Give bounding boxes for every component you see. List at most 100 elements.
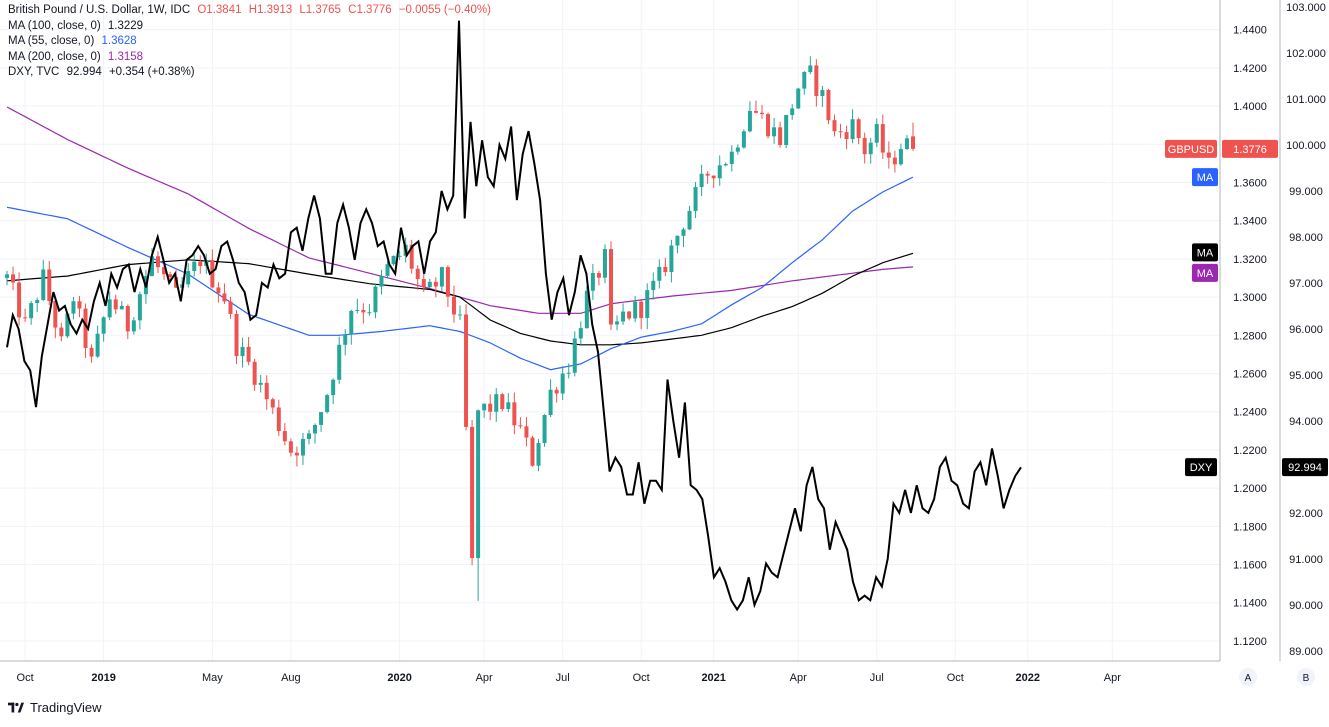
candle-body (741, 131, 746, 148)
candle-body (59, 327, 64, 337)
left-tick-label: 1.4000 (1233, 101, 1267, 113)
candle-body (464, 314, 469, 427)
ma55-badge-bg[interactable] (1192, 168, 1218, 187)
candle-body (349, 310, 354, 335)
ma100-badge-bg[interactable] (1192, 243, 1218, 262)
legend-high: H1.3913 (248, 4, 293, 16)
ma100-badge-text: MA (1197, 247, 1214, 259)
candle-body (560, 373, 565, 394)
candle-body (186, 270, 191, 285)
scale-a-button[interactable] (1239, 668, 1257, 686)
candle-body (645, 290, 650, 318)
left-tick-label: 1.4400 (1233, 25, 1267, 37)
candle-body (35, 299, 40, 304)
candle-body (482, 403, 487, 411)
candle-body (107, 299, 112, 318)
time-tick-label: 2021 (701, 672, 725, 684)
left-tick-label: 1.3200 (1233, 254, 1267, 266)
legend-ma55[interactable]: MA (55, close, 0) 1.3628 (8, 34, 495, 50)
candle-body (313, 424, 318, 434)
candle-body (210, 260, 215, 288)
candle-body (747, 110, 752, 132)
candle-body (850, 119, 855, 140)
legend-dxy[interactable]: DXY, TVC 92.994 +0.354 (+0.38%) (8, 65, 495, 81)
legend-ma200[interactable]: MA (200, close, 0) 1.3158 (8, 50, 495, 66)
candle-body (240, 346, 245, 357)
candle-body (796, 88, 801, 109)
legend-ma55-label: MA (55, close, 0) (8, 35, 95, 47)
candle-body (264, 382, 269, 400)
right-tick-label: 95.000 (1289, 370, 1323, 382)
candle-body (753, 110, 758, 113)
legend-ma200-value: 1.3158 (107, 50, 144, 63)
price-badges: GBPUSD 1.3776 MA MA MA DXY 92.994 (1165, 139, 1328, 477)
candle-body (518, 425, 523, 427)
candle-body (639, 301, 644, 318)
time-tick-label: 2022 (1016, 672, 1040, 684)
left-price-scale: 1.44001.42001.40001.38001.36001.34001.32… (1233, 25, 1267, 648)
candle-body (282, 431, 287, 442)
candle-body (536, 443, 541, 466)
legend-symbol: British Pound / U.S. Dollar, 1W, IDC (8, 4, 191, 16)
candle-body (409, 244, 414, 269)
candle-body (162, 267, 167, 275)
time-tick-label: Oct (947, 672, 964, 684)
candle-body (11, 274, 16, 283)
candle-body (331, 379, 336, 396)
right-tick-label: 91.000 (1289, 554, 1323, 566)
candle-body (760, 112, 764, 115)
candle-body (451, 296, 456, 315)
legend-ma100[interactable]: MA (100, close, 0) 1.3229 (8, 19, 495, 35)
candle-body (566, 372, 571, 374)
time-tick-label: Jul (870, 672, 884, 684)
candle-body (101, 317, 106, 334)
ma200-badge-bg[interactable] (1192, 263, 1218, 282)
candle-body (367, 312, 372, 314)
candle-body (530, 437, 535, 466)
candle-body (699, 173, 704, 188)
candle-body (663, 266, 668, 273)
candle-body (294, 452, 299, 456)
candle-body (705, 173, 710, 176)
footer-brand[interactable]: TradingView (8, 700, 102, 715)
scale-b-button[interactable] (1297, 668, 1315, 686)
dxy-value-badge-bg[interactable] (1282, 458, 1328, 477)
candle-body (77, 301, 82, 309)
candle-body (300, 438, 305, 456)
legend-dxy-value: 92.994 (66, 66, 102, 78)
right-tick-label: 96.000 (1289, 324, 1323, 336)
time-tick-label: Oct (17, 672, 34, 684)
candle-body (669, 245, 674, 273)
left-tick-label: 1.2000 (1233, 483, 1267, 495)
dxy-value-badge-text: 92.994 (1288, 462, 1322, 474)
right-tick-label: 98.000 (1289, 232, 1323, 244)
legend-main[interactable]: British Pound / U.S. Dollar, 1W, IDC O1.… (8, 3, 495, 19)
candle-body (627, 311, 632, 319)
dxy-name-badge-bg[interactable] (1185, 458, 1217, 477)
candle-body (216, 287, 221, 294)
candle-body (874, 124, 879, 143)
candle-body (651, 280, 656, 291)
candle-body (149, 256, 154, 277)
candle-body (892, 157, 897, 165)
time-tick-label: Apr (476, 672, 493, 684)
candle-body (820, 89, 825, 96)
legend-ma200-label: MA (200, close, 0) (8, 50, 101, 63)
candle-body (397, 255, 402, 257)
candle-body (53, 300, 58, 328)
candle-body (119, 305, 124, 310)
left-tick-label: 1.3400 (1233, 216, 1267, 228)
candle-body (584, 290, 589, 329)
candle-body (784, 115, 789, 146)
gbpusd-name-badge-bg[interactable] (1165, 139, 1217, 158)
right-tick-label: 94.000 (1289, 416, 1323, 428)
candle-body (633, 301, 638, 319)
candle-body (832, 120, 837, 132)
candle-body (415, 268, 420, 280)
ma200-line (6, 106, 914, 314)
scale-buttons[interactable]: A B (1239, 668, 1315, 686)
time-tick-label: Jul (556, 672, 570, 684)
tradingview-logo-icon (8, 702, 24, 712)
gbpusd-value-badge-bg[interactable] (1222, 139, 1278, 158)
